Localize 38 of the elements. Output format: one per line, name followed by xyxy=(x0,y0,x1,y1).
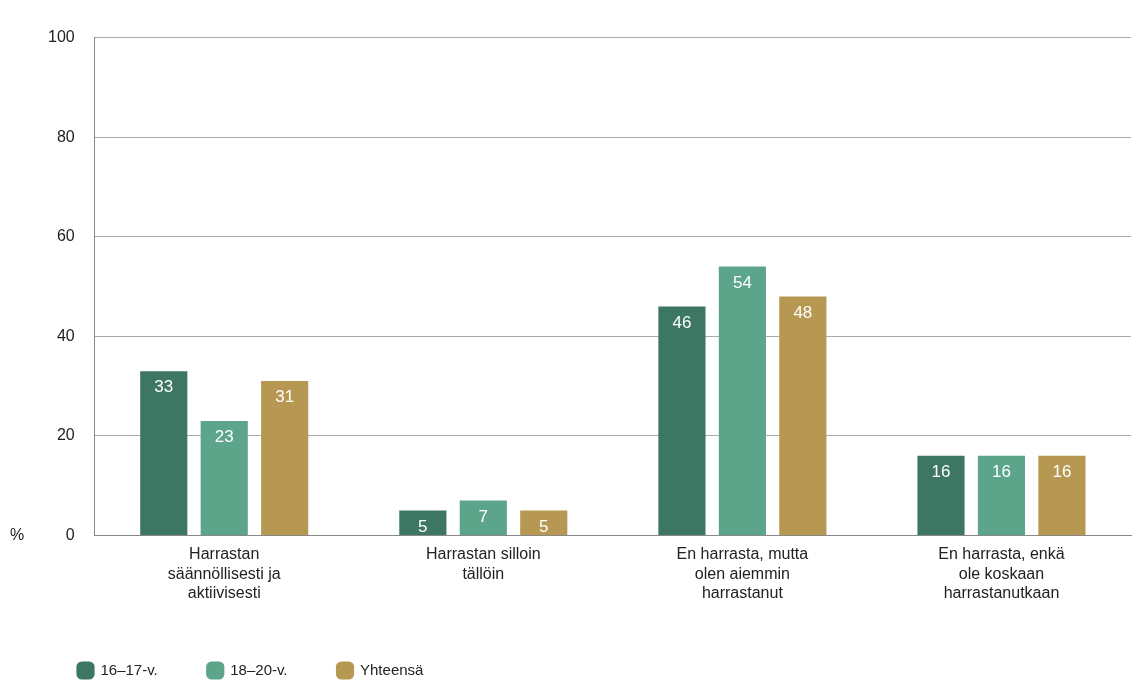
data-label: 23 xyxy=(214,427,234,447)
y-tick-label: 20 xyxy=(56,426,75,444)
data-label: 16 xyxy=(1052,461,1072,481)
y-axis-title: % xyxy=(10,525,25,543)
data-label: 33 xyxy=(154,377,174,397)
bar xyxy=(261,381,309,535)
data-label: 54 xyxy=(732,272,752,292)
bar xyxy=(200,420,248,535)
legend-label: 18–20-v. xyxy=(230,660,288,678)
bar xyxy=(917,455,965,535)
data-label: 16 xyxy=(992,461,1011,481)
bar xyxy=(1038,455,1086,535)
data-label: 31 xyxy=(275,387,295,407)
y-tick-label: 60 xyxy=(56,227,75,245)
data-label: 16 xyxy=(931,461,951,481)
bar xyxy=(779,296,827,535)
bar xyxy=(520,510,568,535)
data-label: 7 xyxy=(478,506,489,526)
legend-label: 16–17-v. xyxy=(100,660,158,678)
y-tick-label: 40 xyxy=(56,326,75,344)
data-label: 5 xyxy=(539,516,549,536)
bar xyxy=(459,500,507,535)
bar xyxy=(140,371,188,535)
x-tick-label: Harrastan silloin tällöin xyxy=(425,545,541,582)
x-tick-label: En harrasta, enkä ole koskaan harrastanutkaan xyxy=(938,545,1065,601)
x-tick-label: En harrasta, mutta olen aiemmin harrastanut xyxy=(676,545,809,601)
y-tick-label: 80 xyxy=(56,127,75,145)
data-label: 48 xyxy=(793,302,813,322)
data-label: 5 xyxy=(418,516,428,536)
bar xyxy=(399,510,447,535)
y-tick-label: 100 xyxy=(47,28,75,46)
bar xyxy=(658,306,706,535)
y-tick-label: 0 xyxy=(65,525,75,543)
x-tick-label: Harrastan säännöllisesti ja aktiivisesti xyxy=(167,545,281,601)
data-label: 46 xyxy=(672,312,692,332)
bar xyxy=(977,455,1026,535)
legend-label: Yhteensä xyxy=(360,660,425,678)
bar xyxy=(718,266,766,535)
